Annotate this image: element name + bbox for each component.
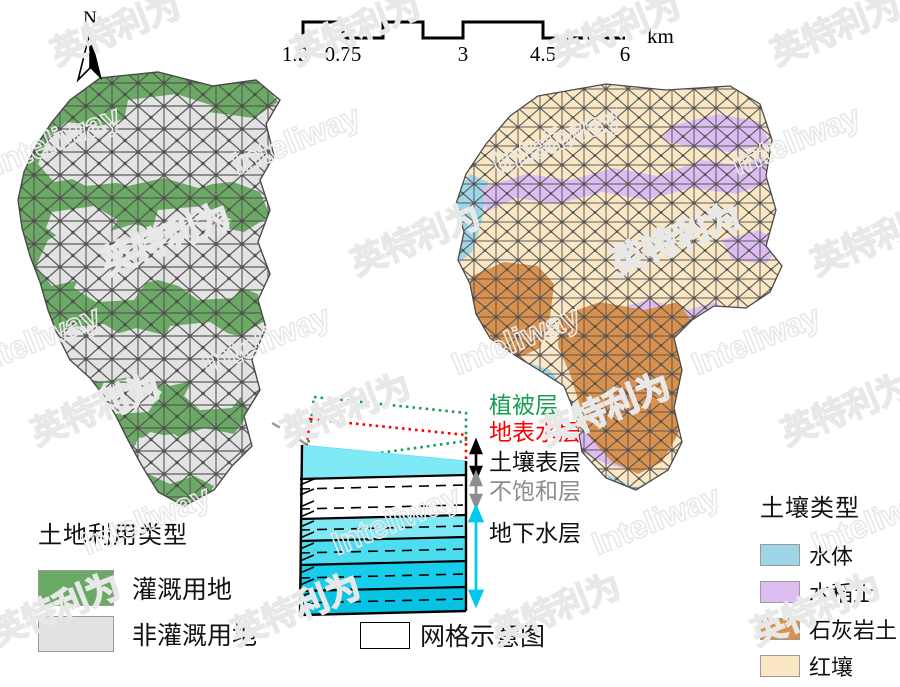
legend-item-red-soil[interactable]: 红壤: [760, 650, 900, 682]
land-use-boundary: [17, 71, 281, 507]
legend-label-irrigated: 灌溉用地: [132, 575, 233, 604]
legend-item-irrigated[interactable]: 灌溉用地: [38, 570, 298, 606]
legend-land-use: 土地利用类型 灌溉用地 非灌溉用地: [38, 515, 298, 662]
label-unsaturated-layer: 不饱和层: [489, 479, 581, 505]
legend-label-non-irrigated: 非灌溉用地: [132, 621, 258, 650]
soil-boundary: [455, 83, 783, 491]
legend-item-limestone-soil[interactable]: 石灰岩土: [760, 613, 900, 645]
north-arrow: N: [62, 8, 118, 86]
scale-tick-15: 1.5: [281, 42, 309, 66]
legend-label-water-body: 水体: [809, 545, 854, 570]
grid-schematic-caption: 网格示意图: [360, 617, 545, 653]
scale-tick-075: 0.75: [324, 42, 362, 66]
label-vegetation-layer: 植被层: [489, 393, 558, 419]
swatch-irrigated: [38, 570, 114, 606]
label-soil-surface-layer: 土壤表层: [489, 450, 581, 476]
vegetation-plane: [304, 395, 468, 465]
scale-tick-6: 6: [619, 42, 631, 66]
north-arrow-icon-left: [76, 31, 91, 83]
legend-soil-type: 土壤类型 水体 水稻土 石灰岩土 红壤: [760, 488, 900, 687]
svg-text:英特利为: 英特利为: [765, 0, 900, 74]
label-surface-water-layer: 地表水层: [489, 420, 581, 446]
swatch-red-soil: [760, 655, 800, 677]
land-use-mesh-map[interactable]: [8, 60, 348, 530]
conceptual-layer-block-diagram[interactable]: [270, 375, 500, 630]
north-arrow-label: N: [83, 8, 97, 29]
scale-tick-45: 4.5: [529, 42, 557, 66]
label-groundwater-layer: 地下水层: [489, 521, 581, 547]
legend-item-non-irrigated[interactable]: 非灌溉用地: [38, 616, 298, 652]
scale-bar-graphic: [301, 20, 625, 40]
legend-item-paddy-soil[interactable]: 水稻土: [760, 576, 900, 608]
legend-label-red-soil: 红壤: [809, 656, 854, 681]
soil-surface-arrow: [469, 437, 483, 483]
legend-soil-type-title: 土壤类型: [760, 494, 860, 522]
swatch-non-irrigated: [38, 616, 114, 652]
swatch-water-body: [760, 544, 800, 566]
soil-column-block: [298, 444, 468, 617]
legend-item-water-body[interactable]: 水体: [760, 539, 900, 571]
swatch-limestone-soil: [760, 618, 800, 640]
scale-tick-0: 0: [297, 42, 309, 66]
legend-label-limestone-soil: 石灰岩土: [809, 619, 898, 644]
north-arrow-icon: [90, 32, 102, 80]
grid-caption-text: 网格示意图: [420, 622, 546, 651]
legend-label-paddy-soil: 水稻土: [809, 582, 876, 607]
groundwater-arrow: [467, 503, 485, 609]
legend-land-use-title: 土地利用类型: [38, 521, 188, 549]
scale-bar: km 0 0.75 1.5 3 4.5 6: [282, 14, 685, 76]
grid-cell-icon: [360, 621, 410, 649]
scale-bar-unit: km: [647, 24, 674, 48]
swatch-paddy-soil: [760, 581, 800, 603]
unsaturated-zone-arrow: [469, 469, 483, 511]
soil-type-mesh-map[interactable]: [430, 70, 830, 520]
scale-tick-3: 3: [457, 42, 469, 66]
